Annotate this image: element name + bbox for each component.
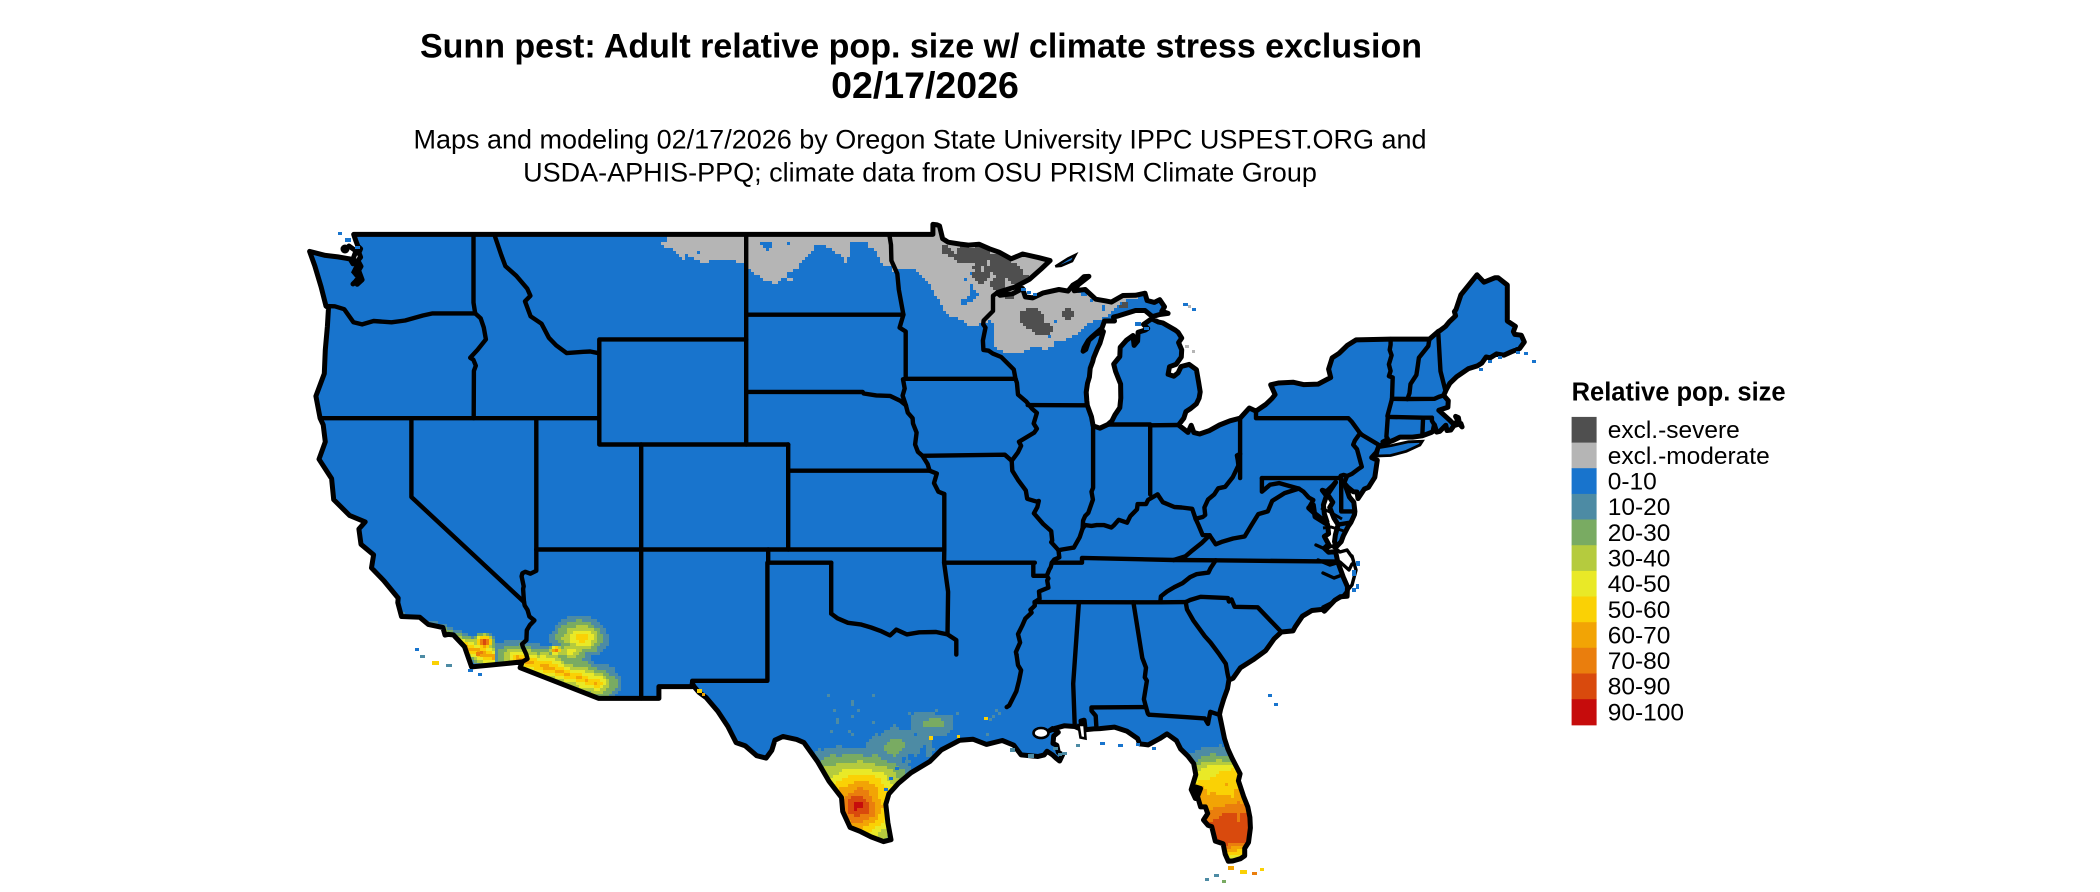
svg-text:USDA-APHIS-PPQ; climate data f: USDA-APHIS-PPQ; climate data from OSU PR… xyxy=(523,157,1317,187)
svg-text:90-100: 90-100 xyxy=(1608,699,1684,726)
svg-text:80-90: 80-90 xyxy=(1608,674,1671,701)
svg-text:10-20: 10-20 xyxy=(1608,494,1671,521)
svg-text:Relative pop. size: Relative pop. size xyxy=(1572,378,1786,406)
svg-text:02/17/2026: 02/17/2026 xyxy=(831,64,1019,106)
svg-text:20-30: 20-30 xyxy=(1608,520,1671,547)
svg-text:40-50: 40-50 xyxy=(1608,571,1671,598)
svg-text:50-60: 50-60 xyxy=(1608,597,1671,624)
svg-text:70-80: 70-80 xyxy=(1608,648,1671,675)
svg-text:excl.-moderate: excl.-moderate xyxy=(1608,443,1770,470)
svg-text:30-40: 30-40 xyxy=(1608,545,1671,572)
svg-text:0-10: 0-10 xyxy=(1608,468,1657,495)
svg-text:Maps and modeling 02/17/2026 b: Maps and modeling 02/17/2026 by Oregon S… xyxy=(413,125,1426,155)
svg-text:excl.-severe: excl.-severe xyxy=(1608,417,1740,444)
svg-text:Sunn pest: Adult relative pop.: Sunn pest: Adult relative pop. size w/ c… xyxy=(420,27,1422,65)
svg-text:60-70: 60-70 xyxy=(1608,622,1671,649)
